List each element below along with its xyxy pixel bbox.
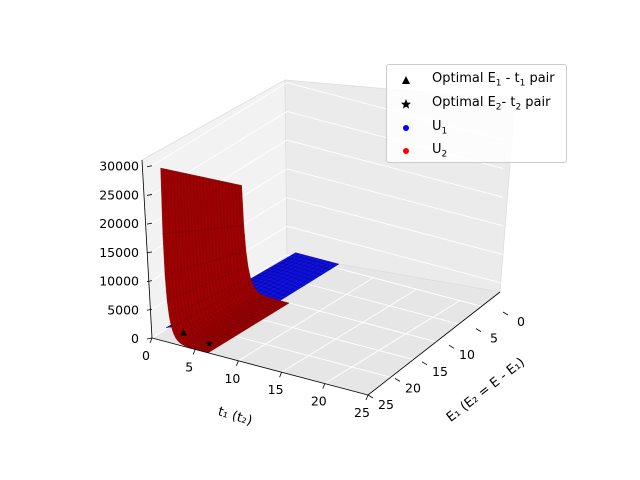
legend-item-optimal-e1: Optimal E1 - t1 pair bbox=[387, 69, 566, 91]
y-ticks: 0 5 10 15 20 25 bbox=[367, 311, 525, 412]
z-tick-label: 0 bbox=[131, 331, 139, 346]
x-tick-label: 10 bbox=[224, 371, 240, 386]
z-tick-label: 5000 bbox=[107, 302, 139, 317]
floor-gridline bbox=[324, 300, 461, 384]
star-marker-icon bbox=[401, 99, 411, 109]
legend-label: U2 bbox=[432, 142, 448, 160]
z-ticks: 0 5000 10000 15000 20000 25000 30000 bbox=[99, 159, 153, 346]
floor-gridline bbox=[238, 277, 374, 362]
legend-label: Optimal E1 - t1 pair bbox=[432, 71, 555, 89]
z-tick-mark bbox=[146, 165, 153, 168]
y-tick-label: 10 bbox=[459, 347, 475, 362]
x-axis-line bbox=[151, 337, 369, 396]
y-tick-label: 5 bbox=[490, 331, 498, 346]
z-tick-label: 25000 bbox=[99, 187, 139, 202]
floor-gridline bbox=[367, 311, 504, 396]
z-axis-line bbox=[141, 159, 153, 339]
z-tick-label: 30000 bbox=[99, 159, 139, 174]
x-tick-label: 0 bbox=[142, 348, 150, 363]
optimal-e1-marker bbox=[179, 329, 187, 336]
x-tick-label: 15 bbox=[268, 382, 284, 397]
x-tick-mark bbox=[322, 383, 326, 389]
z-tick-mark bbox=[146, 280, 153, 282]
legend-item-optimal-e2: Optimal E2- t2 pair bbox=[387, 93, 566, 115]
z-tick-mark bbox=[146, 194, 153, 196]
x-ticks: 0 5 10 15 20 25 bbox=[142, 337, 370, 420]
optimal-e2-marker bbox=[205, 339, 214, 348]
x-tick-label: 25 bbox=[354, 405, 370, 420]
legend-item-u1: U1 bbox=[387, 117, 566, 139]
x-tick-mark bbox=[279, 372, 282, 378]
z-tick-mark bbox=[146, 251, 153, 254]
y-tick-label: 0 bbox=[517, 314, 525, 329]
z-tick-mark bbox=[146, 222, 153, 225]
legend-label: Optimal E2- t2 pair bbox=[432, 95, 551, 113]
y-axis-label: E₁ (E₂ = E - E₁) bbox=[444, 355, 528, 425]
z-tick-label: 15000 bbox=[99, 245, 139, 260]
y-axis-line bbox=[367, 291, 501, 396]
legend-item-u2: U2 bbox=[387, 140, 566, 162]
legend-label: U1 bbox=[432, 119, 448, 137]
y-tick-mark bbox=[367, 394, 374, 399]
x-tick-mark bbox=[236, 360, 239, 366]
y-tick-label: 15 bbox=[432, 364, 448, 379]
z-tick-label: 20000 bbox=[99, 216, 139, 231]
optimal-markers bbox=[179, 329, 214, 348]
y-tick-label: 20 bbox=[405, 380, 421, 395]
z-tick-mark bbox=[146, 337, 153, 340]
y-tick-mark bbox=[475, 328, 482, 332]
triangle-marker-icon bbox=[402, 76, 410, 84]
y-tick-mark bbox=[448, 344, 455, 349]
blue-circle-marker-icon bbox=[403, 125, 409, 131]
u2-surface bbox=[160, 167, 290, 354]
y-tick-mark bbox=[502, 311, 509, 316]
y-tick-mark bbox=[421, 361, 428, 366]
z-tick-mark bbox=[146, 308, 153, 311]
z-tick-label: 10000 bbox=[99, 274, 139, 289]
x-tick-mark bbox=[365, 394, 369, 401]
red-circle-marker-icon bbox=[403, 148, 409, 154]
floor-gridline bbox=[281, 288, 417, 373]
legend: Optimal E1 - t1 pair Optimal E2- t2 pair… bbox=[386, 64, 567, 163]
x-tick-label: 5 bbox=[185, 359, 193, 374]
x-axis-label: t₁ (t₂) bbox=[216, 404, 254, 429]
x-tick-label: 20 bbox=[311, 394, 327, 409]
y-tick-mark bbox=[394, 378, 401, 382]
x-tick-mark bbox=[192, 349, 196, 355]
x-tick-mark bbox=[149, 337, 153, 344]
y-tick-label: 25 bbox=[378, 397, 394, 412]
